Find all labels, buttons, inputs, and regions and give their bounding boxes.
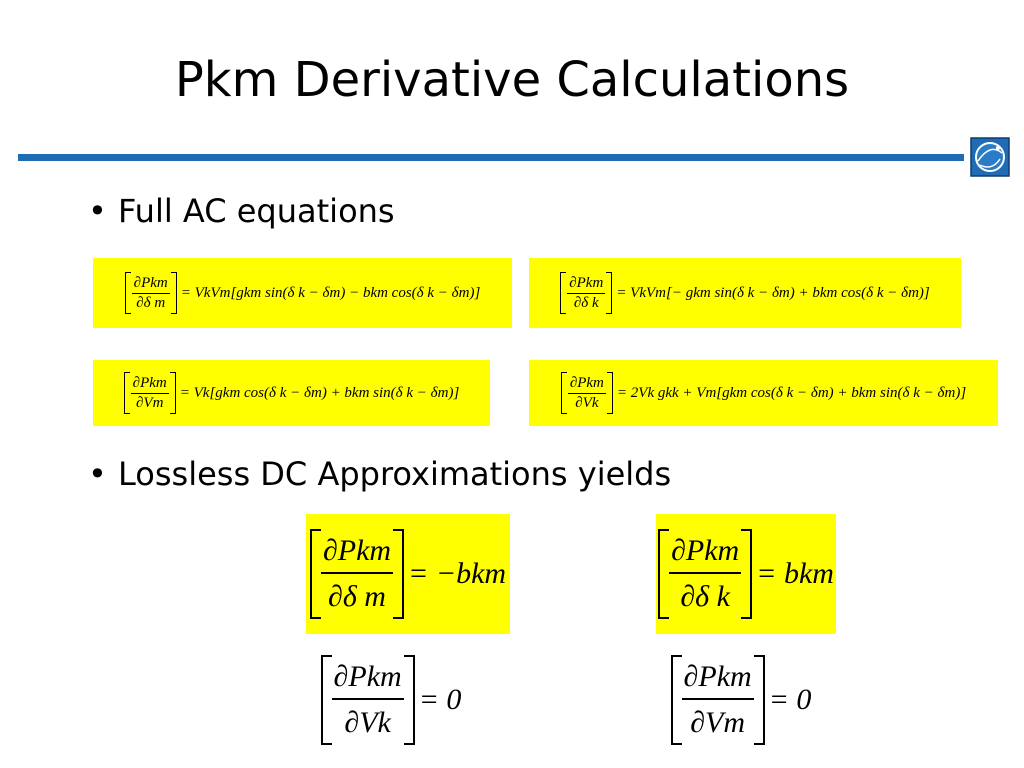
globe-logo-icon xyxy=(970,137,1010,177)
dc-equation-dp-ddelta-k: ∂Pkm ∂δ k = bkm xyxy=(656,514,836,634)
equation-denominator: ∂Vk xyxy=(344,706,391,739)
equation-numerator: ∂Pkm xyxy=(681,660,754,700)
equation-numerator: ∂Pkm xyxy=(130,375,169,394)
equation-numerator: ∂Pkm xyxy=(320,534,394,574)
equation-numerator: ∂Pkm xyxy=(669,534,742,574)
equation-rhs: = 0 xyxy=(768,683,812,716)
equation-denominator: ∂Vk xyxy=(575,394,599,411)
equation-denominator: ∂Vm xyxy=(690,706,746,739)
bullet-lossless-dc: • Lossless DC Approximations yields xyxy=(88,455,671,493)
equation-denominator: ∂δ k xyxy=(573,294,599,311)
slide-title: Pkm Derivative Calculations xyxy=(174,52,850,108)
ac-equation-dp-ddelta-k: ∂Pkm ∂δ k = VkVm[− gkm sin(δ k − δm) + bk… xyxy=(529,258,961,328)
bullet-text: Full AC equations xyxy=(118,192,395,230)
dc-equation-dp-dvm: ∂Pkm ∂Vm = 0 xyxy=(656,645,826,755)
equation-rhs: = Vk[gkm cos(δ k − δm) + bkm sin(δ k − δ… xyxy=(179,384,460,401)
bullet-text: Lossless DC Approximations yields xyxy=(118,455,672,493)
equation-numerator: ∂Pkm xyxy=(331,660,404,700)
equation-rhs: = 0 xyxy=(418,683,462,716)
equation-denominator: ∂δ m xyxy=(136,294,166,311)
dc-equation-dp-ddelta-m: ∂Pkm ∂δ m = −bkm xyxy=(306,514,510,634)
equation-rhs: = −bkm xyxy=(408,557,507,590)
ac-equation-dp-dvk: ∂Pkm ∂Vk = 2Vk gkk + Vm[gkm cos(δ k − δm)… xyxy=(529,360,998,426)
ac-equation-dp-dvm: ∂Pkm ∂Vm = Vk[gkm cos(δ k − δm) + bkm sin… xyxy=(93,360,490,426)
equation-numerator: ∂Pkm xyxy=(567,275,606,294)
equation-rhs: = VkVm[− gkm sin(δ k − δm) + bkm cos(δ k… xyxy=(616,284,930,301)
bullet-dot: • xyxy=(88,455,107,493)
ac-equation-dp-ddelta-m: ∂Pkm ∂δ m = VkVm[gkm sin(δ k − δm) − bkm … xyxy=(93,258,512,328)
bullet-dot: • xyxy=(88,192,107,230)
equation-denominator: ∂δ m xyxy=(328,580,386,613)
dc-equation-dp-dvk: ∂Pkm ∂Vk = 0 xyxy=(306,645,476,755)
equation-rhs: = bkm xyxy=(756,557,834,590)
equation-rhs: = 2Vk gkk + Vm[gkm cos(δ k − δm) + bkm s… xyxy=(616,384,967,401)
equation-numerator: ∂Pkm xyxy=(567,375,606,394)
equation-rhs: = VkVm[gkm sin(δ k − δm) − bkm cos(δ k −… xyxy=(180,284,481,301)
title-divider xyxy=(18,154,964,161)
bullet-full-ac: • Full AC equations xyxy=(88,192,395,230)
equation-denominator: ∂Vm xyxy=(136,394,164,411)
equation-numerator: ∂Pkm xyxy=(131,275,170,294)
equation-denominator: ∂δ k xyxy=(680,580,730,613)
